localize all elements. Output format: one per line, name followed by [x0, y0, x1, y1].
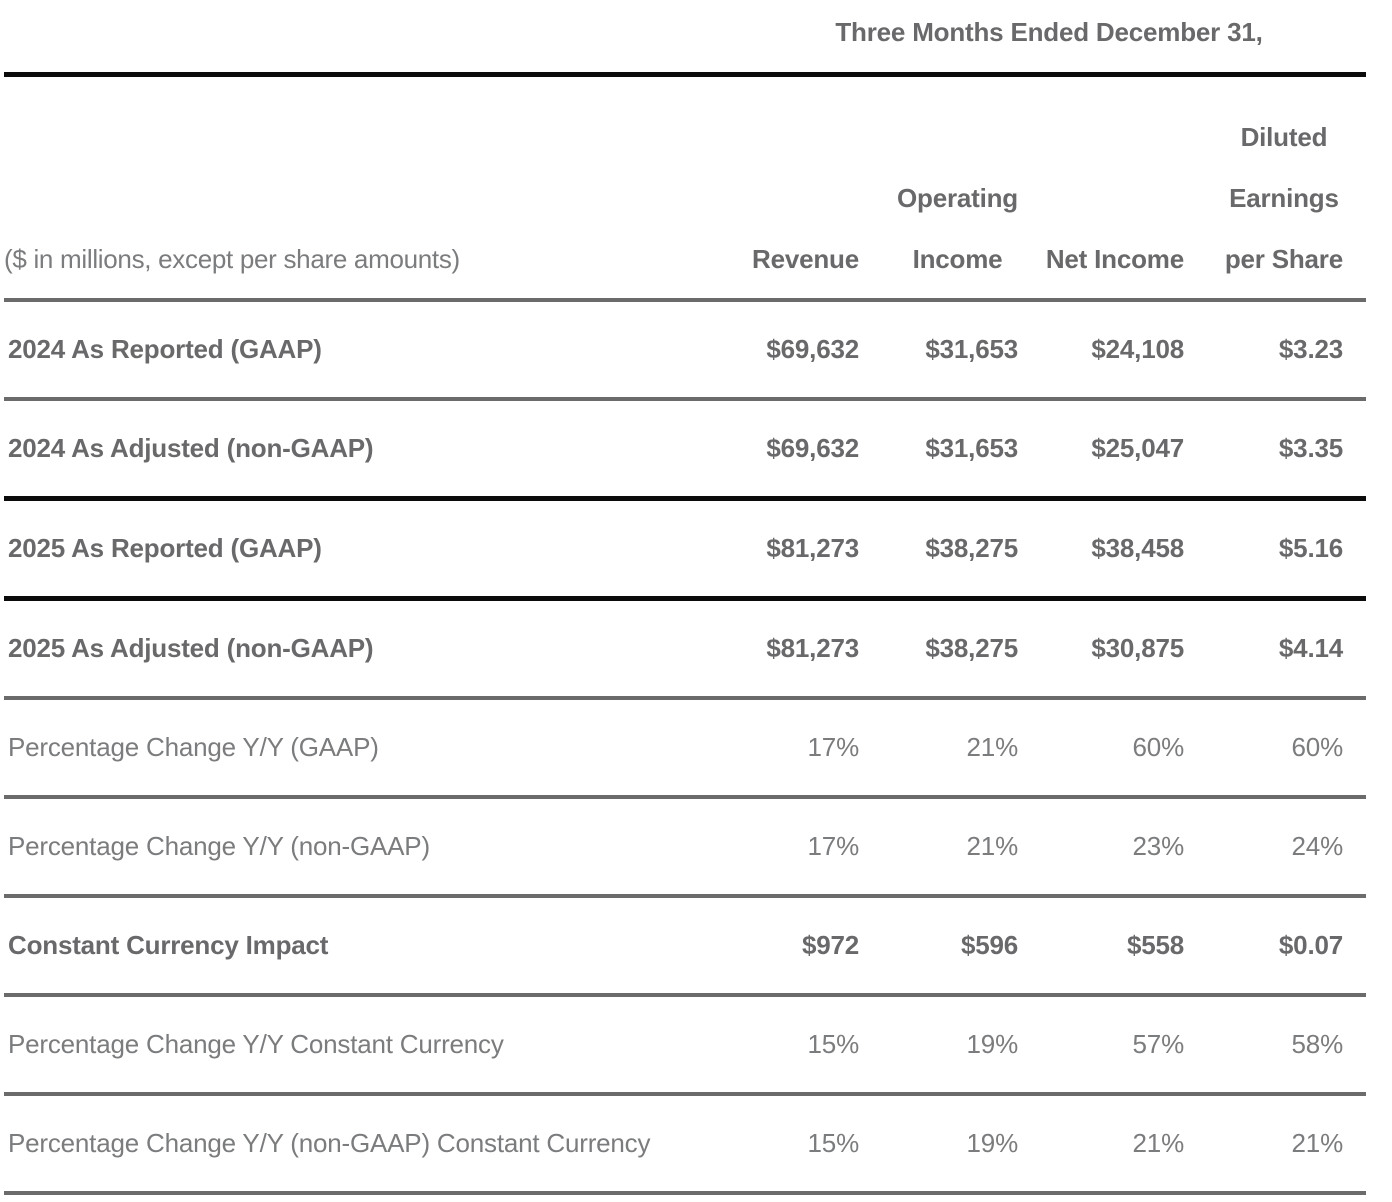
cell-revenue: $972	[801, 930, 859, 960]
column-header-diluted-eps: Diluted Earnings per Share	[1184, 77, 1343, 298]
cell-net-income: $24,108	[1091, 334, 1184, 364]
cell-revenue: $69,632	[766, 433, 859, 463]
column-header-line: Net Income	[1045, 244, 1184, 274]
column-header-net-income: Net Income	[1018, 77, 1184, 298]
column-header-line: Earnings	[1229, 183, 1339, 213]
column-header-line: Revenue	[752, 244, 859, 274]
divider-black	[4, 596, 1366, 601]
row-label: 2024 As Reported (GAAP)	[8, 334, 322, 364]
row-label: Percentage Change Y/Y (non-GAAP) Constan…	[8, 1128, 651, 1158]
column-header-line: Income	[912, 244, 1003, 274]
table-title-row: Three Months Ended December 31,	[4, 0, 1366, 72]
row-label: Percentage Change Y/Y (GAAP)	[8, 732, 379, 762]
table-row-2025-adjusted-nongaap: 2025 As Adjusted (non-GAAP) $81,273 $38,…	[4, 601, 1343, 696]
cell-net-income: $38,458	[1091, 533, 1184, 563]
table-row-pct-change-gaap: Percentage Change Y/Y (GAAP) 17% 21% 60%…	[4, 700, 1343, 795]
cell-revenue: 15%	[807, 1029, 860, 1059]
divider	[4, 993, 1366, 997]
cell-operating-income: 21%	[966, 831, 1019, 861]
cell-operating-income: $38,275	[925, 533, 1018, 563]
table-row-pct-change-nongaap-constant-currency: Percentage Change Y/Y (non-GAAP) Constan…	[4, 1096, 1343, 1191]
row-label: Constant Currency Impact	[8, 930, 329, 960]
cell-net-income: 21%	[1132, 1128, 1185, 1158]
cell-diluted-eps: 24%	[1291, 831, 1344, 861]
cell-net-income: 23%	[1132, 831, 1185, 861]
divider-bottom	[4, 1191, 1366, 1195]
row-label: Percentage Change Y/Y Constant Currency	[8, 1029, 504, 1059]
column-header-revenue: Revenue	[699, 77, 859, 298]
column-header-line: Operating	[897, 183, 1018, 213]
cell-net-income: 57%	[1132, 1029, 1185, 1059]
cell-diluted-eps: $4.14	[1278, 633, 1343, 663]
table-header-row: ($ in millions, except per share amounts…	[4, 77, 1343, 298]
column-header-line: Diluted	[1240, 122, 1328, 152]
cell-diluted-eps: $3.23	[1278, 334, 1343, 364]
divider	[4, 397, 1366, 401]
cell-net-income: $25,047	[1091, 433, 1184, 463]
divider-black	[4, 496, 1366, 501]
divider	[4, 1092, 1366, 1096]
cell-revenue: $81,273	[766, 633, 859, 663]
cell-net-income: 60%	[1132, 732, 1185, 762]
table-row-constant-currency-impact: Constant Currency Impact $972 $596 $558 …	[4, 898, 1343, 993]
table-row-2024-adjusted-nongaap: 2024 As Adjusted (non-GAAP) $69,632 $31,…	[4, 401, 1343, 496]
table-title: Three Months Ended December 31,	[835, 17, 1263, 47]
cell-diluted-eps: 21%	[1291, 1128, 1344, 1158]
divider	[4, 298, 1366, 302]
units-note: ($ in millions, except per share amounts…	[4, 244, 460, 274]
row-label: 2024 As Adjusted (non-GAAP)	[8, 433, 374, 463]
cell-operating-income: 19%	[966, 1029, 1019, 1059]
cell-operating-income: $31,653	[925, 334, 1018, 364]
table-row-2025-reported-gaap: 2025 As Reported (GAAP) $81,273 $38,275 …	[4, 501, 1343, 596]
divider-top-black	[4, 72, 1366, 77]
financial-table: Three Months Ended December 31, ($ in mi…	[4, 0, 1366, 1195]
table-row-pct-change-nongaap: Percentage Change Y/Y (non-GAAP) 17% 21%…	[4, 799, 1343, 894]
row-label: Percentage Change Y/Y (non-GAAP)	[8, 831, 430, 861]
row-label: 2025 As Adjusted (non-GAAP)	[8, 633, 374, 663]
cell-revenue: $69,632	[766, 334, 859, 364]
cell-operating-income: $31,653	[925, 433, 1018, 463]
cell-net-income: $558	[1126, 930, 1184, 960]
column-header-line: per Share	[1224, 244, 1343, 274]
cell-revenue: 17%	[807, 831, 860, 861]
cell-revenue: 17%	[807, 732, 860, 762]
cell-operating-income: $596	[960, 930, 1018, 960]
cell-diluted-eps: $3.35	[1278, 433, 1343, 463]
divider	[4, 894, 1366, 898]
cell-operating-income: 21%	[966, 732, 1019, 762]
cell-diluted-eps: $5.16	[1278, 533, 1343, 563]
cell-revenue: $81,273	[766, 533, 859, 563]
column-header-operating-income: Operating Income	[859, 77, 1018, 298]
table-row-pct-change-constant-currency: Percentage Change Y/Y Constant Currency …	[4, 997, 1343, 1092]
row-label: 2025 As Reported (GAAP)	[8, 533, 322, 563]
cell-diluted-eps: 58%	[1291, 1029, 1344, 1059]
cell-operating-income: 19%	[966, 1128, 1019, 1158]
divider	[4, 795, 1366, 799]
cell-diluted-eps: $0.07	[1278, 930, 1343, 960]
cell-revenue: 15%	[807, 1128, 860, 1158]
cell-diluted-eps: 60%	[1291, 732, 1344, 762]
cell-net-income: $30,875	[1091, 633, 1184, 663]
cell-operating-income: $38,275	[925, 633, 1018, 663]
table-row-2024-reported-gaap: 2024 As Reported (GAAP) $69,632 $31,653 …	[4, 302, 1343, 397]
divider	[4, 696, 1366, 700]
